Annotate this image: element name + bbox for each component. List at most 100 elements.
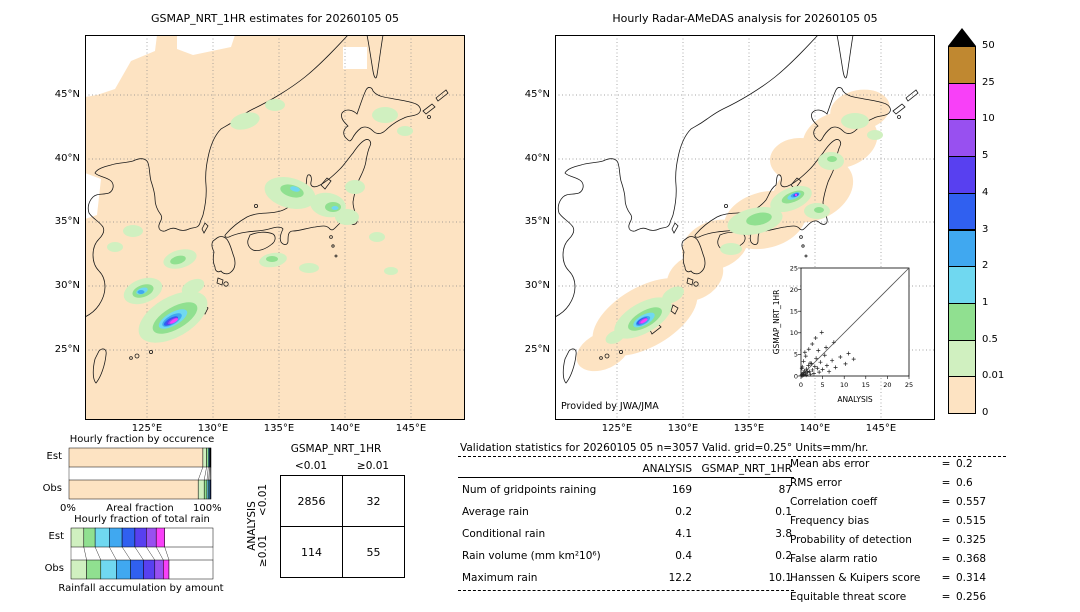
- scatter-point: [851, 357, 856, 362]
- svg-text:10: 10: [790, 329, 798, 337]
- stats-top-divider: [458, 456, 1006, 457]
- stats-row-average: Average rain 0.2 0.1: [462, 506, 792, 518]
- stats-col-gsmap: GSMAP_NRT_1HR: [701, 463, 792, 475]
- totalrain-chart-title: Hourly fraction of total rain: [74, 514, 210, 525]
- svg-text:5: 5: [821, 381, 825, 389]
- stats-row-gridpoints: Num of gridpoints raining 169 87: [462, 484, 792, 496]
- right-lat-30: 30°N: [524, 280, 550, 291]
- stats-col-analysis: ANALYSIS: [642, 463, 692, 475]
- scatter-point: [831, 340, 836, 345]
- stats-value-gsmap: 87: [778, 484, 792, 496]
- svg-text:5: 5: [794, 351, 798, 359]
- left-lon-140: 140°E: [329, 423, 361, 434]
- scatter-point: [815, 366, 820, 371]
- scatter-point: [811, 371, 816, 376]
- colorbar-segment: [948, 302, 976, 341]
- occurrence-x0-label: 0%: [60, 503, 76, 514]
- stats-label: Maximum rain: [462, 572, 538, 584]
- contingency-table: 2856 32 114 55: [280, 475, 405, 578]
- left-lat-35: 35°N: [54, 216, 80, 227]
- svg-text:20: 20: [883, 381, 891, 389]
- colorbar-segment: [948, 266, 976, 304]
- totalrain-obs-label: Obs: [44, 563, 64, 574]
- right-lon-130: 130°E: [667, 423, 699, 434]
- left-lat-40: 40°N: [54, 153, 80, 164]
- colorbar-tick-label: 3: [982, 223, 989, 235]
- colorbar-tick-label: 5: [982, 150, 989, 162]
- right-lon-145: 145°E: [865, 423, 897, 434]
- scatter-point: [814, 356, 819, 361]
- scatter-point: [799, 366, 804, 371]
- contingency-col-group: GSMAP_NRT_1HR: [290, 443, 382, 455]
- scatter-point: [803, 354, 808, 359]
- occurrence-xlabel: Areal fraction: [106, 503, 174, 514]
- contingency-cell-01: 32: [342, 475, 405, 527]
- svg-text:25: 25: [905, 381, 913, 389]
- metric-mean-abs-error: Mean abs error = 0.2: [790, 458, 973, 470]
- inset-ylabel: GSMAP_NRT_1HR: [772, 290, 781, 355]
- equals-sign: =: [941, 515, 951, 527]
- no-data-patches: [85, 35, 367, 219]
- svg-text:25: 25: [790, 264, 798, 272]
- scatter-point: [804, 373, 809, 378]
- colorbar-segment: [948, 376, 976, 414]
- metric-far: False alarm ratio = 0.368: [790, 553, 986, 565]
- metric-label: Probability of detection: [790, 534, 912, 546]
- scatter-point: [846, 351, 851, 356]
- totalrain-bars-svg: [70, 527, 214, 580]
- contingency-cell-11: 55: [342, 526, 405, 578]
- metric-frequency-bias: Frequency bias = 0.515: [790, 515, 986, 527]
- svg-text:20: 20: [790, 286, 798, 294]
- metric-label: Correlation coeff: [790, 496, 878, 508]
- stats-label: Average rain: [462, 506, 529, 518]
- metric-label: Hanssen & Kuipers score: [790, 572, 921, 584]
- stats-value-gsmap: 0.2: [775, 550, 792, 562]
- right-lon-135: 135°E: [733, 423, 765, 434]
- left-lon-130: 130°E: [197, 423, 229, 434]
- credit-label: Provided by JWA/JMA: [561, 401, 659, 412]
- contingency-row-label-1: ≥0.01: [257, 534, 269, 568]
- contingency-cell-10: 114: [280, 526, 343, 578]
- metric-value: 0.368: [956, 553, 987, 565]
- scatter-point: [833, 365, 838, 370]
- occurrence-est-label: Est: [46, 451, 62, 462]
- svg-text:10: 10: [840, 381, 848, 389]
- scatter-point: [804, 367, 809, 372]
- scatter-point: [810, 367, 815, 372]
- stats-label: Num of gridpoints raining: [462, 484, 597, 496]
- metric-hk-score: Hanssen & Kuipers score = 0.314: [790, 572, 986, 584]
- stats-value-analysis: 12.2: [668, 572, 692, 584]
- right-lat-25: 25°N: [524, 344, 550, 355]
- precip-blobs-left: [107, 99, 413, 343]
- left-lon-125: 125°E: [131, 423, 163, 434]
- colorbar-tick-label: 2: [982, 260, 989, 272]
- equals-sign: =: [941, 534, 951, 546]
- scatter-point: [824, 363, 829, 368]
- radar-map: Provided by JWA/JMA GSMAP_NRT_1HR ANALYS…: [554, 34, 936, 421]
- stats-row-volume: Rain volume (mm km²10⁶) 0.4 0.2: [462, 550, 792, 562]
- equals-sign: =: [941, 458, 951, 470]
- metric-value: 0.2: [956, 458, 973, 470]
- colorbar-labels: 50 25 10 5 4 3 2 1 0.5 0.01 0: [982, 40, 1022, 426]
- right-lon-125: 125°E: [601, 423, 633, 434]
- colorbar-tick-label: 10: [982, 113, 995, 125]
- stats-header-row: ANALYSIS GSMAP_NRT_1HR: [462, 463, 792, 475]
- right-lat-40: 40°N: [524, 153, 550, 164]
- colorbar-tick-label: 4: [982, 186, 989, 198]
- scatter-point: [808, 361, 813, 366]
- scatter-point: [800, 373, 805, 378]
- colorbar-tick-label: 1: [982, 296, 989, 308]
- metric-correlation: Correlation coeff = 0.557: [790, 496, 986, 508]
- scatter-point: [824, 345, 829, 350]
- inset-scatter-svg: GSMAP_NRT_1HR ANALYSIS 0 5 10 15 20 25 0 5 10 15 2…: [772, 264, 913, 404]
- metric-label: Frequency bias: [790, 515, 870, 527]
- metric-value: 0.314: [956, 572, 987, 584]
- right-map-title: Hourly Radar-AMeDAS analysis for 2026010…: [612, 12, 878, 25]
- colorbar-segment: [948, 82, 976, 121]
- scatter-point: [806, 347, 811, 352]
- scatter-point: [810, 342, 815, 347]
- equals-sign: =: [941, 591, 951, 603]
- svg-text:15: 15: [862, 381, 870, 389]
- colorbar-tick-label: 0.5: [982, 333, 998, 345]
- colorbar-segment: [948, 192, 976, 231]
